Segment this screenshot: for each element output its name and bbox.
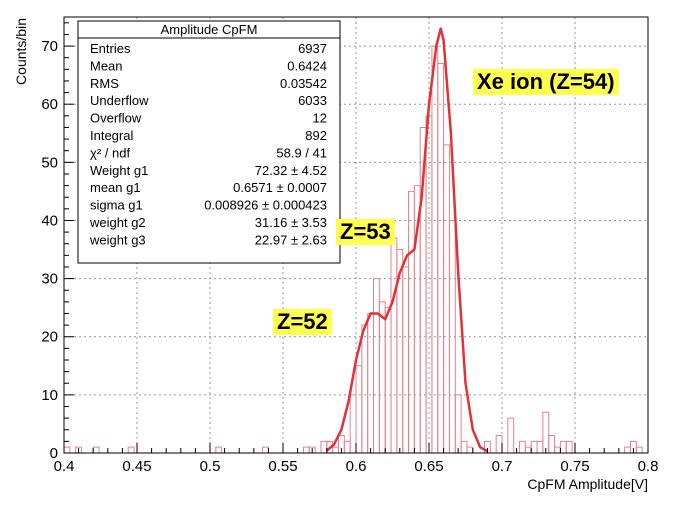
histogram-bin: [548, 435, 556, 453]
histogram-bin: [402, 266, 410, 453]
stats-row-label: Overflow: [90, 111, 142, 126]
fit-curve-layer: [325, 27, 489, 453]
histogram-bin: [431, 45, 439, 453]
histogram-bin: [408, 190, 415, 453]
annotation-z53: Z=53: [336, 219, 395, 246]
stats-row-label: RMS: [90, 76, 119, 91]
stats-box-title: Amplitude CpFM: [161, 22, 258, 37]
histogram-bin: [63, 446, 71, 453]
stats-row-label: Weight g1: [90, 163, 148, 178]
annotation-xe-ion: Xe ion (Z=54): [473, 69, 619, 96]
histogram-bin: [127, 446, 135, 453]
x-tick-label: 0.45: [122, 458, 151, 475]
annotation-z52: Z=52: [273, 309, 332, 336]
x-tick-label: 0.6: [346, 458, 367, 475]
histogram-bin: [320, 440, 328, 453]
stats-row-value: 892: [305, 128, 327, 143]
x-tick-label: 0.7: [492, 458, 513, 475]
stats-row-value: 0.6424: [287, 58, 327, 73]
histogram-bin: [624, 446, 631, 453]
histogram-bin: [384, 307, 392, 453]
histogram-bin: [390, 237, 398, 453]
stats-row-value: 22.97 ± 2.63: [255, 232, 327, 247]
histogram-bin: [507, 417, 515, 453]
stats-row-value: 6937: [298, 41, 327, 56]
histogram-bin: [530, 440, 538, 453]
histogram-bin: [215, 446, 223, 453]
histogram-bin: [355, 365, 363, 453]
histogram-bin: [454, 394, 462, 453]
stats-row-value: 0.6571 ± 0.0007: [233, 180, 327, 195]
stats-row-label: weight g2: [89, 215, 146, 230]
stats-row-label: Underflow: [90, 93, 149, 108]
stats-row-value: 0.03542: [280, 76, 327, 91]
histogram-bin: [554, 446, 561, 453]
y-tick-label: 20: [41, 329, 58, 346]
y-tick-label: 0: [50, 445, 58, 462]
histogram-bin: [466, 446, 474, 453]
histogram-bin: [349, 394, 357, 453]
histogram-bin: [262, 446, 269, 453]
x-tick-label: 0.75: [560, 458, 589, 475]
fit-curve: [325, 27, 489, 453]
x-tick-label: 0.8: [638, 458, 659, 475]
x-tick-label: 0.55: [268, 458, 297, 475]
histogram-bin: [92, 446, 100, 453]
stats-rows: Entries 6937 Mean 0.6424 RMS 0.03542 Underflow…: [89, 41, 327, 247]
stats-row-label: Integral: [90, 128, 133, 143]
histogram-bin: [332, 446, 339, 453]
histogram-bin: [524, 446, 532, 453]
stats-row-label: Entries: [90, 41, 131, 56]
stats-row-value: 0.008926 ± 0.000423: [204, 198, 327, 213]
histogram-bin: [448, 219, 456, 453]
histogram-bin: [483, 440, 491, 453]
stats-row-label: sigma g1: [90, 198, 143, 213]
stats-row-value: 6033: [298, 93, 327, 108]
y-tick-label: 30: [41, 271, 58, 288]
y-tick-label: 60: [41, 96, 58, 113]
histogram-bin: [519, 440, 526, 453]
histogram-bin: [373, 278, 380, 453]
histogram-bin: [367, 312, 375, 453]
histogram-bin: [308, 446, 316, 453]
stats-row-label: weight g3: [89, 232, 146, 247]
stats-row-label: mean g1: [90, 180, 141, 195]
histogram-bin: [443, 144, 450, 453]
stats-row-value: 12: [313, 111, 327, 126]
histogram-bin: [559, 440, 567, 453]
histogram-bin: [542, 411, 550, 453]
stats-row-value: 58.9 / 41: [276, 145, 327, 160]
stats-row-value: 72.32 ± 4.52: [255, 163, 327, 178]
y-tick-label: 10: [41, 387, 58, 404]
histogram-bin: [75, 446, 83, 453]
y-tick-label: 50: [41, 154, 58, 171]
stats-row-label: χ² / ndf: [90, 145, 130, 160]
x-tick-label: 0.5: [200, 458, 221, 475]
stats-row-value: 31.16 ± 3.53: [255, 215, 327, 230]
x-axis-title: CpFM Amplitude[V]: [527, 476, 648, 492]
tick-labels: 0.4 0.45 0.5 0.55 0.6 0.65 0.7 0.75 0.8 0 10 20 30 40…: [41, 38, 658, 475]
y-tick-label: 40: [41, 212, 58, 229]
histogram-bin: [635, 446, 643, 453]
stats-box-frame: [77, 20, 341, 264]
histogram-bin: [536, 440, 544, 453]
histogram-bin: [565, 440, 573, 453]
x-tick-label: 0.65: [414, 458, 443, 475]
histogram-bin: [361, 324, 369, 453]
stats-row-label: Mean: [90, 58, 123, 73]
histogram-bin: [302, 446, 310, 453]
histogram-bin: [343, 440, 351, 453]
x-tick-label: 0.4: [54, 458, 75, 475]
histogram-bin: [460, 440, 468, 453]
y-tick-label: 70: [41, 38, 58, 55]
axis-ticks: [63, 22, 649, 454]
y-axis-title: Counts/bin: [13, 18, 29, 85]
histogram-bin: [378, 301, 386, 453]
histogram-bin: [495, 435, 503, 453]
stats-box: Amplitude CpFM Entries 6937 Mean 0.6424 RMS 0…: [77, 20, 341, 264]
